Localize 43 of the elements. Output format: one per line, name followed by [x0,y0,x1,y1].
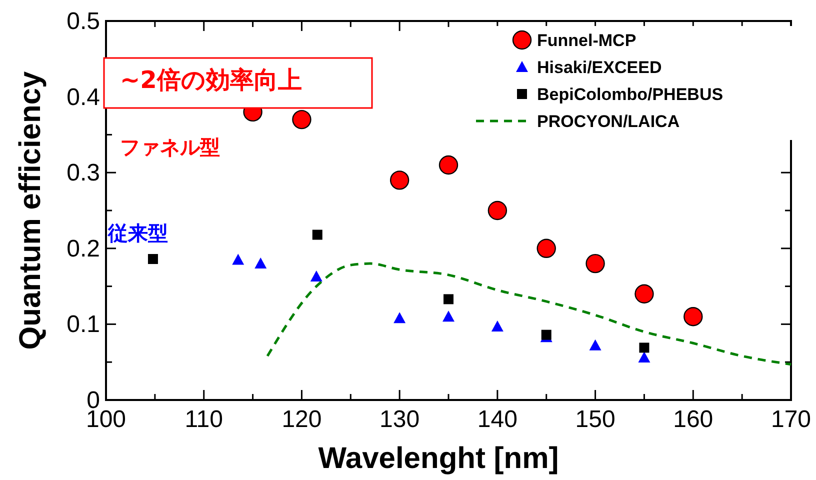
point [394,312,406,324]
legend-label: BepiColombo/PHEBUS [537,85,724,104]
legend-label: PROCYON/LAICA [537,112,680,131]
point [444,294,454,304]
x-tick-label: 160 [673,406,714,433]
line-series [266,262,792,366]
y-axis-title: Quantum efficiency [14,70,47,350]
x-tick-label: 140 [477,406,518,433]
point [491,320,504,332]
point [310,270,322,282]
point [292,110,312,130]
point [312,230,322,240]
point [438,155,458,175]
x-tick-label: 120 [282,406,322,433]
legend-label: Funnel-MCP [537,31,636,50]
point [442,310,454,322]
point [488,200,508,220]
x-axis-title: Wavelenght [nm] [318,442,559,475]
point [634,284,654,304]
x-tick-label: 170 [770,406,812,433]
point [232,254,244,265]
y-tick-label: 0.4 [66,84,100,111]
point [536,238,556,258]
x-tick-label: 130 [380,406,420,433]
point [148,254,158,264]
x-tick-label: 150 [575,406,616,433]
x-tick-label: 110 [184,406,223,433]
annotation: ~2倍の効率向上 [120,66,302,94]
annotation: 従来型 [107,221,168,245]
y-tick-label: 0.5 [66,8,100,35]
annotation: ファネル型 [120,135,220,159]
point [639,342,650,353]
point [390,170,410,190]
point [254,258,267,269]
point [541,330,552,340]
point [589,339,602,350]
point [638,352,650,363]
y-tick-label: 0.2 [66,235,100,262]
point [586,254,605,274]
y-tick-label: 0.3 [66,160,100,187]
legend-label: Hisaki/EXCEED [537,58,662,77]
point [684,307,703,326]
y-tick-label: 0.1 [66,311,100,338]
